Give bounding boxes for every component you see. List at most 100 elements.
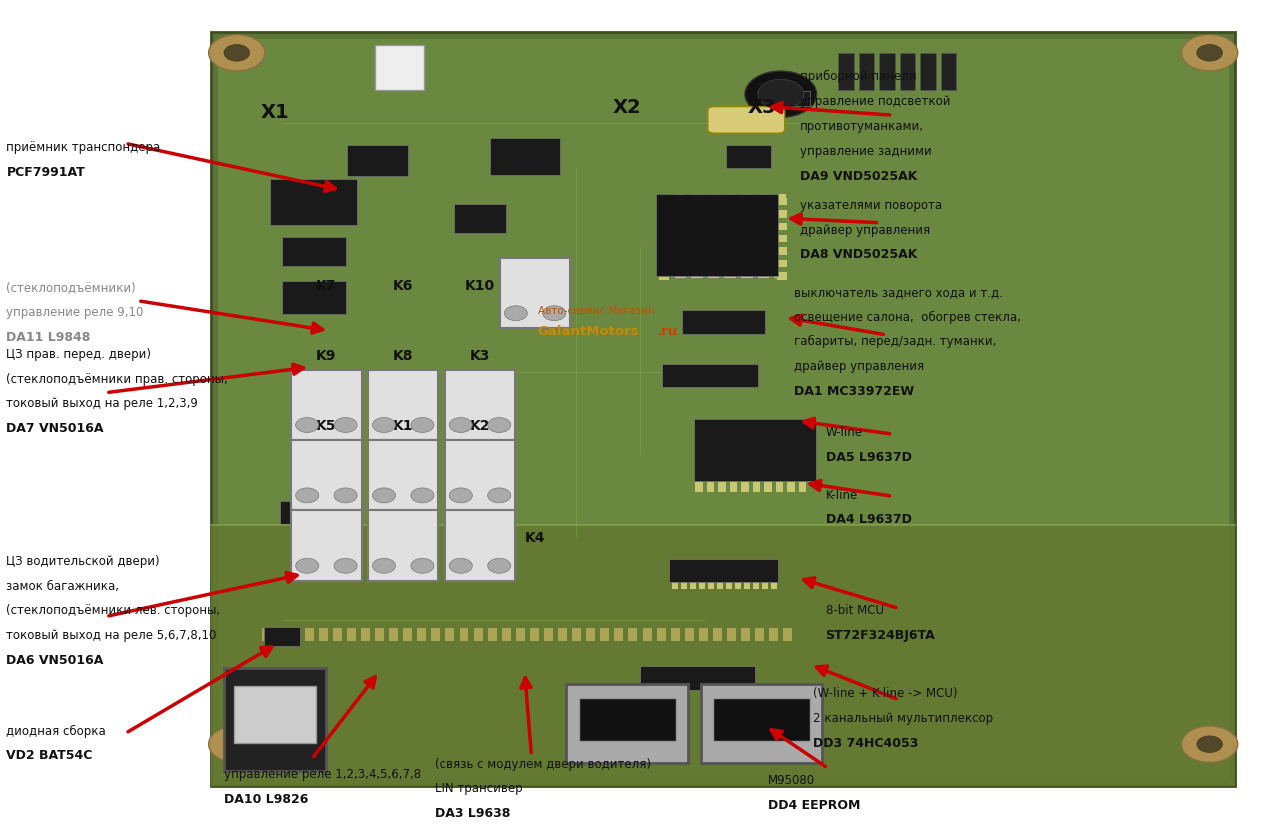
Circle shape	[1181, 36, 1238, 72]
Text: токовый выход на реле 1,2,3,9: токовый выход на реле 1,2,3,9	[6, 397, 198, 410]
Circle shape	[411, 559, 434, 574]
Bar	[777, 248, 787, 256]
Bar	[758, 273, 769, 279]
Bar	[292, 370, 362, 440]
Bar	[741, 629, 750, 641]
Circle shape	[488, 418, 511, 433]
Bar	[502, 629, 511, 641]
Text: замок багажника,: замок багажника,	[6, 579, 119, 592]
Bar	[614, 629, 623, 641]
Bar	[347, 629, 356, 641]
Bar	[264, 628, 300, 646]
Bar	[724, 194, 736, 200]
Text: ЦЗ водительской двери): ЦЗ водительской двери)	[6, 554, 160, 567]
Text: LIN трансивер: LIN трансивер	[435, 782, 522, 795]
Bar	[859, 54, 874, 91]
Bar	[282, 281, 346, 314]
Text: DA4 L9637D: DA4 L9637D	[826, 513, 911, 526]
Circle shape	[411, 488, 434, 503]
Bar	[920, 54, 936, 91]
Bar	[691, 273, 703, 279]
Text: приборной панели: приборной панели	[800, 70, 916, 84]
Text: (связь с модулем двери водителя): (связь с модулем двери водителя)	[435, 757, 652, 770]
Bar	[643, 629, 652, 641]
Text: K8: K8	[393, 349, 413, 362]
Text: приёмник транспондера: приёмник транспондера	[6, 141, 161, 154]
Bar	[690, 581, 696, 590]
Bar	[369, 440, 438, 510]
Bar	[224, 668, 326, 771]
Bar	[741, 194, 753, 200]
Circle shape	[334, 488, 357, 503]
Bar	[369, 370, 438, 440]
Bar	[777, 236, 787, 243]
Text: (стеклоподъёмники): (стеклоподъёмники)	[6, 281, 136, 294]
Bar	[787, 482, 795, 492]
Bar	[672, 581, 678, 590]
Bar	[499, 258, 570, 328]
Text: DA7 VN5016A: DA7 VN5016A	[6, 422, 104, 435]
Text: ST72F324BJ6TA: ST72F324BJ6TA	[826, 629, 936, 642]
Bar	[544, 629, 553, 641]
Bar	[838, 54, 854, 91]
Bar	[375, 629, 384, 641]
Bar	[659, 198, 669, 206]
Text: Авто-сервис Магазин: Авто-сервис Магазин	[538, 305, 654, 315]
Bar	[454, 204, 506, 233]
Circle shape	[1181, 726, 1238, 762]
Bar	[488, 629, 497, 641]
Bar	[774, 273, 786, 279]
Bar	[270, 180, 357, 226]
Bar	[713, 698, 810, 741]
Text: DA8 VND5025AK: DA8 VND5025AK	[800, 248, 918, 261]
Bar	[347, 146, 408, 177]
Circle shape	[224, 45, 250, 62]
Text: X1: X1	[261, 103, 289, 122]
Bar	[663, 365, 759, 388]
Text: ЦЗ прав. перед. двери): ЦЗ прав. перед. двери)	[6, 347, 151, 361]
Bar	[292, 440, 362, 510]
Bar	[572, 629, 581, 641]
Circle shape	[209, 726, 265, 762]
Bar	[675, 194, 686, 200]
Circle shape	[543, 307, 566, 322]
Bar	[691, 194, 703, 200]
Bar	[657, 629, 666, 641]
Text: K2: K2	[470, 419, 490, 433]
Bar	[445, 370, 515, 440]
Bar	[695, 482, 703, 492]
Circle shape	[1197, 45, 1222, 62]
Bar	[726, 581, 732, 590]
Circle shape	[488, 559, 511, 574]
Text: указателями поворота: указателями поворота	[800, 198, 942, 212]
Circle shape	[1197, 736, 1222, 753]
Bar	[668, 559, 777, 582]
Bar	[744, 581, 750, 590]
Bar	[234, 686, 316, 743]
Circle shape	[372, 488, 396, 503]
Text: PCF7991AT: PCF7991AT	[6, 165, 86, 179]
Bar	[319, 629, 328, 641]
Bar	[211, 33, 1235, 786]
Circle shape	[411, 418, 434, 433]
Bar	[735, 581, 741, 590]
Bar	[694, 420, 817, 481]
Bar	[558, 629, 567, 641]
Bar	[777, 273, 787, 280]
Bar	[681, 311, 764, 334]
Text: управление подсветкой: управление подсветкой	[800, 95, 951, 108]
Bar	[474, 629, 483, 641]
Bar	[445, 629, 454, 641]
Bar	[777, 198, 787, 206]
Bar	[718, 482, 726, 492]
Text: DA10 L9826: DA10 L9826	[224, 792, 308, 805]
Circle shape	[296, 559, 319, 574]
Circle shape	[449, 418, 472, 433]
Circle shape	[372, 559, 396, 574]
FancyBboxPatch shape	[708, 108, 785, 134]
Circle shape	[296, 488, 319, 503]
Bar	[774, 194, 786, 200]
Bar	[361, 629, 370, 641]
Text: W-line: W-line	[826, 426, 863, 439]
Bar	[701, 685, 822, 763]
